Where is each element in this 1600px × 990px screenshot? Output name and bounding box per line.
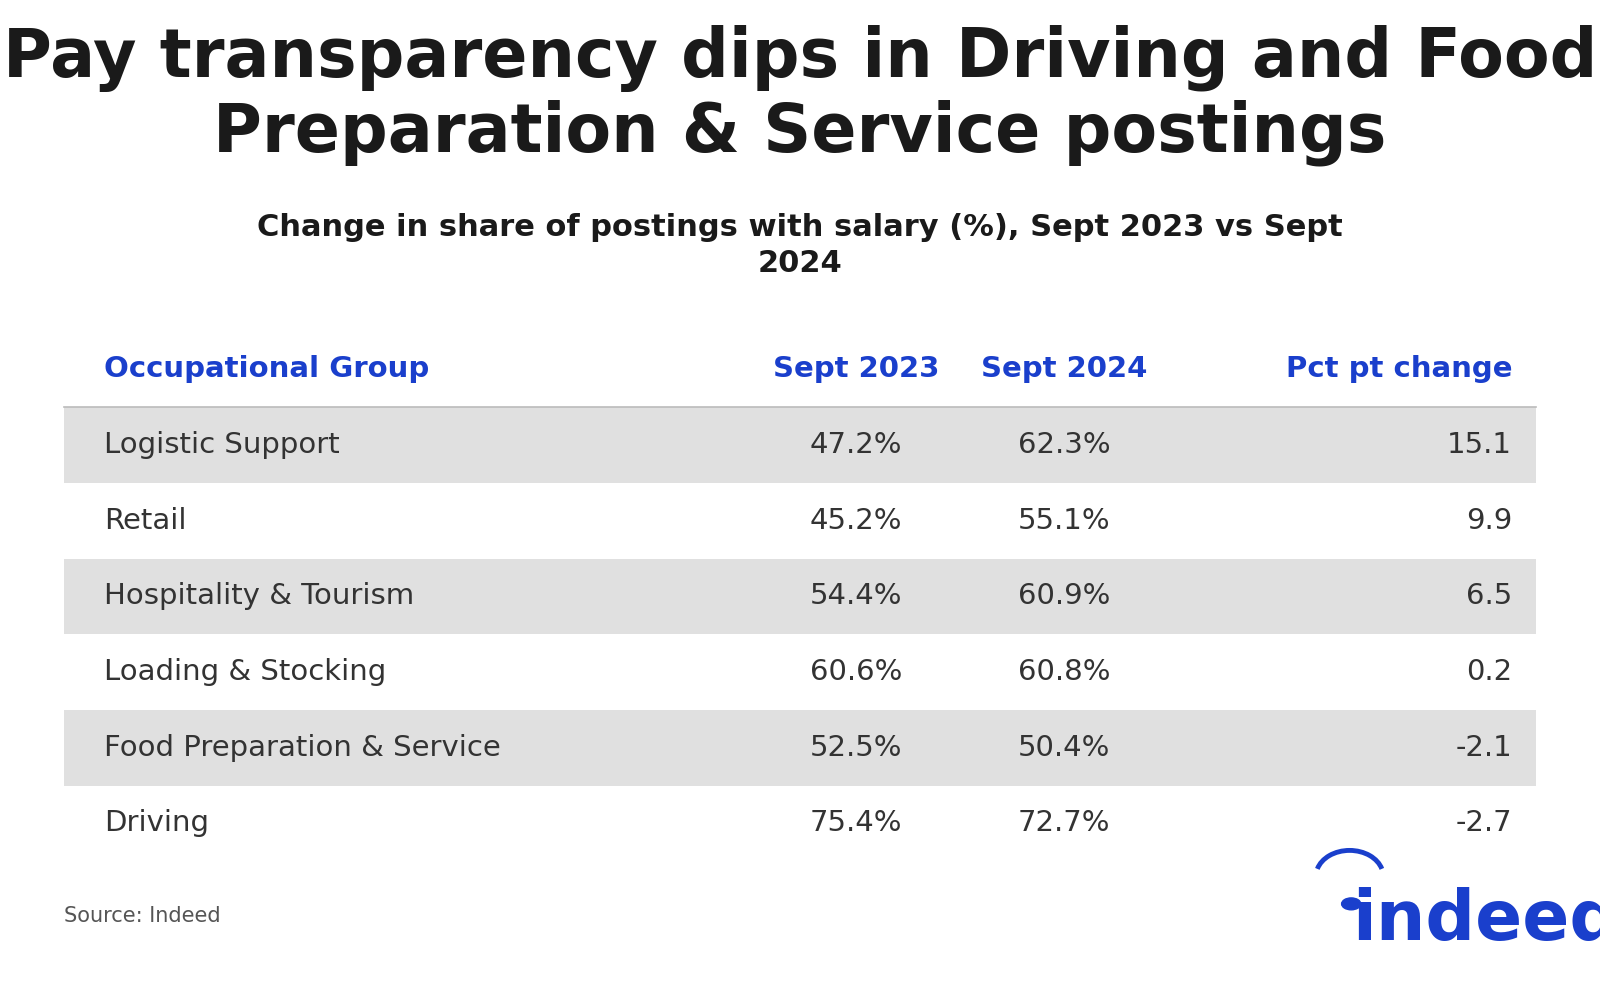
Text: 0.2: 0.2	[1466, 658, 1512, 686]
Text: 60.8%: 60.8%	[1018, 658, 1110, 686]
Text: -2.1: -2.1	[1456, 734, 1512, 761]
Text: Food Preparation & Service: Food Preparation & Service	[104, 734, 501, 761]
Text: 72.7%: 72.7%	[1018, 810, 1110, 838]
Text: Logistic Support: Logistic Support	[104, 432, 339, 459]
Text: Pay transparency dips in Driving and Food
Preparation & Service postings: Pay transparency dips in Driving and Foo…	[3, 25, 1597, 166]
Text: Driving: Driving	[104, 810, 210, 838]
Text: 52.5%: 52.5%	[810, 734, 902, 761]
Text: indeed: indeed	[1352, 887, 1600, 954]
Text: 60.9%: 60.9%	[1018, 582, 1110, 611]
Text: 15.1: 15.1	[1446, 432, 1512, 459]
Text: 62.3%: 62.3%	[1018, 432, 1110, 459]
Text: 54.4%: 54.4%	[810, 582, 902, 611]
Text: Change in share of postings with salary (%), Sept 2023 vs Sept
2024: Change in share of postings with salary …	[258, 213, 1342, 278]
Text: Occupational Group: Occupational Group	[104, 355, 429, 383]
Text: Sept 2023: Sept 2023	[773, 355, 939, 383]
Text: 60.6%: 60.6%	[810, 658, 902, 686]
Text: Sept 2024: Sept 2024	[981, 355, 1147, 383]
Text: 50.4%: 50.4%	[1018, 734, 1110, 761]
Text: Hospitality & Tourism: Hospitality & Tourism	[104, 582, 414, 611]
Text: 47.2%: 47.2%	[810, 432, 902, 459]
Text: -2.7: -2.7	[1456, 810, 1512, 838]
Text: Retail: Retail	[104, 507, 187, 535]
Text: Source: Indeed: Source: Indeed	[64, 906, 221, 926]
Text: 6.5: 6.5	[1466, 582, 1512, 611]
Text: 55.1%: 55.1%	[1018, 507, 1110, 535]
Text: Pct pt change: Pct pt change	[1285, 355, 1512, 383]
Text: 45.2%: 45.2%	[810, 507, 902, 535]
Text: 75.4%: 75.4%	[810, 810, 902, 838]
Text: Loading & Stocking: Loading & Stocking	[104, 658, 386, 686]
Text: 9.9: 9.9	[1466, 507, 1512, 535]
